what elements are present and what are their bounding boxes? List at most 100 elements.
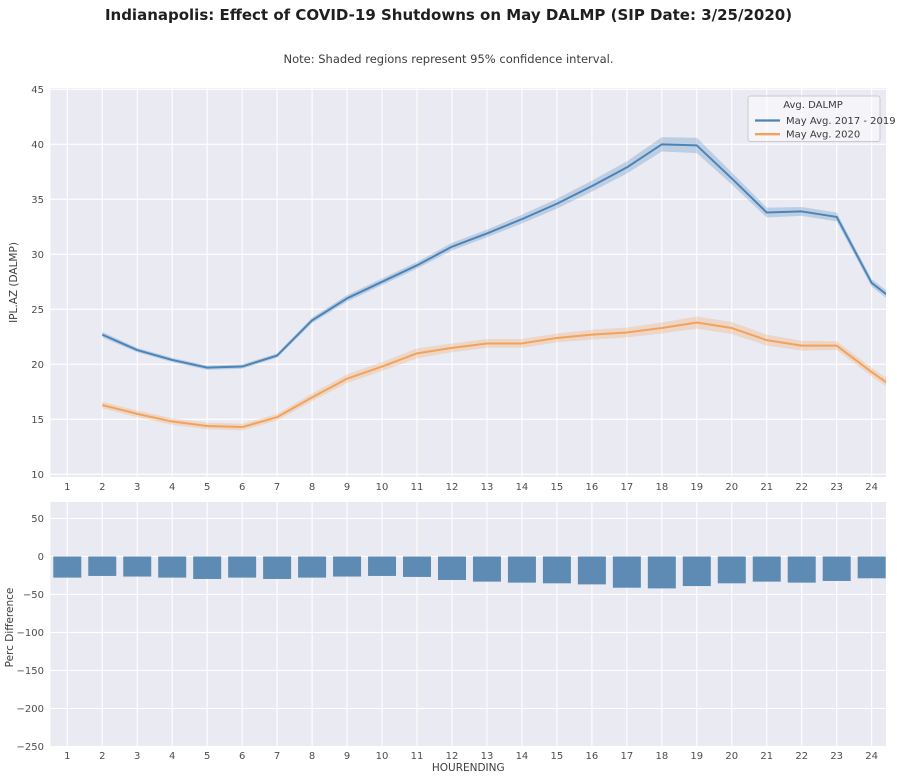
y-tick-label: 20	[31, 360, 44, 371]
x-tick-label: 22	[795, 482, 808, 493]
x-tick-label: 3	[134, 482, 140, 493]
y-tick-label: −200	[17, 704, 44, 715]
y-tick-label: −250	[17, 742, 44, 753]
x-tick-label: 12	[446, 482, 459, 493]
bar-hour-16	[577, 556, 606, 585]
x-tick-label: 10	[376, 482, 389, 493]
series-0-line	[101, 143, 886, 369]
y-tick-label: −50	[23, 590, 44, 601]
x-tick-label: 1	[64, 751, 70, 762]
bar-hour-13	[472, 556, 501, 582]
x-tick-label: 9	[344, 751, 350, 762]
x-tick-label: 13	[481, 482, 494, 493]
perc-difference-bars	[53, 556, 886, 589]
x-tick-label: 4	[169, 751, 175, 762]
x-tick-label: 15	[551, 751, 564, 762]
y-tick-label: −150	[17, 666, 44, 677]
bar-hour-9	[333, 556, 362, 577]
bar-hour-15	[542, 556, 571, 584]
bar-hour-5	[193, 556, 222, 579]
x-tick-label: 12	[446, 751, 459, 762]
legend-label-0: May Avg. 2017 - 2019	[786, 116, 896, 127]
bar-hour-19	[682, 556, 711, 587]
bar-hour-11	[403, 556, 432, 577]
bar-hour-3	[123, 556, 152, 577]
series-1-line	[102, 321, 886, 429]
x-tick-label: 9	[344, 482, 350, 493]
bar-hour-20	[717, 556, 746, 584]
bar-hour-18	[647, 556, 676, 589]
bar-hour-14	[507, 556, 536, 583]
bottom-x-axis-label: HOURENDING	[432, 762, 505, 774]
x-tick-label: 4	[169, 482, 175, 493]
x-tick-label: 24	[865, 482, 878, 493]
y-tick-label: 50	[31, 514, 44, 525]
x-tick-label: 5	[204, 751, 210, 762]
x-tick-label: 6	[239, 751, 245, 762]
x-tick-label: 19	[690, 751, 703, 762]
y-tick-label: −100	[17, 628, 44, 639]
x-tick-label: 6	[239, 482, 245, 493]
bar-hour-1	[53, 556, 82, 578]
y-tick-label: 0	[38, 552, 44, 563]
x-tick-label: 8	[309, 482, 315, 493]
y-tick-label: 40	[31, 140, 44, 151]
x-tick-label: 2	[99, 751, 105, 762]
top-line-chart: 1 2 3 4 5 6 7 8 9 10 11 12 13 14 15 16 17 18 19 20 21 22 23 241…	[8, 85, 896, 493]
x-tick-label: 3	[134, 751, 140, 762]
x-tick-label: 19	[690, 482, 703, 493]
x-tick-label: 18	[655, 482, 668, 493]
x-tick-label: 7	[274, 482, 280, 493]
y-tick-label: 35	[31, 195, 44, 206]
bar-hour-2	[88, 556, 117, 576]
bar-hour-7	[263, 556, 292, 579]
bar-hour-6	[228, 556, 257, 578]
y-tick-label: 15	[31, 415, 44, 426]
x-tick-label: 22	[795, 751, 808, 762]
x-tick-label: 16	[586, 751, 599, 762]
x-tick-label: 1	[64, 482, 70, 493]
x-tick-label: 17	[620, 751, 633, 762]
subtitle-note: Note: Shaded regions represent 95% confi…	[283, 52, 614, 66]
x-tick-label: 11	[411, 482, 424, 493]
legend-title: Avg. DALMP	[783, 100, 842, 111]
x-tick-label: 23	[830, 482, 843, 493]
x-tick-label: 21	[760, 482, 773, 493]
x-tick-label: 10	[376, 751, 389, 762]
top-y-axis-label: IPL.AZ (DALMP)	[8, 242, 20, 323]
y-tick-label: 25	[31, 305, 44, 316]
y-tick-label: 10	[31, 470, 44, 481]
x-tick-label: 20	[725, 751, 738, 762]
x-tick-label: 16	[586, 482, 599, 493]
y-tick-label: 45	[31, 85, 44, 96]
bar-hour-10	[368, 556, 397, 576]
y-tick-label: 30	[31, 250, 44, 261]
grid-lines	[50, 502, 886, 748]
x-tick-label: 18	[655, 751, 668, 762]
x-tick-label: 23	[830, 751, 843, 762]
x-tick-label: 7	[274, 751, 280, 762]
bar-hour-4	[158, 556, 187, 578]
legend: Avg. DALMP May Avg. 2017 - 2019 May Avg. 2…	[747, 95, 896, 142]
x-tick-label: 14	[516, 482, 529, 493]
x-tick-label: 11	[411, 751, 424, 762]
bottom-y-axis-label: Perc Difference	[4, 588, 16, 668]
bar-hour-22	[787, 556, 816, 583]
x-tick-label: 15	[551, 482, 564, 493]
bar-hour-8	[298, 556, 327, 578]
x-tick-label: 2	[99, 482, 105, 493]
grid-lines	[50, 88, 886, 477]
x-tick-label: 24	[865, 751, 878, 762]
x-tick-label: 20	[725, 482, 738, 493]
x-tick-label: 5	[204, 482, 210, 493]
legend-label-1: May Avg. 2020	[786, 130, 860, 141]
x-tick-label: 17	[620, 482, 633, 493]
x-tick-label: 8	[309, 751, 315, 762]
x-tick-label: 14	[516, 751, 529, 762]
bar-hour-21	[752, 556, 781, 582]
x-tick-label: 21	[760, 751, 773, 762]
bottom-bar-chart: 1 2 3 4 5 6 7 8 9 10 11 12 13 14 15 16 17 18 19 20 21 22 23 245…	[4, 502, 886, 774]
page-title: Indianapolis: Effect of COVID-19 Shutdow…	[104, 6, 793, 24]
